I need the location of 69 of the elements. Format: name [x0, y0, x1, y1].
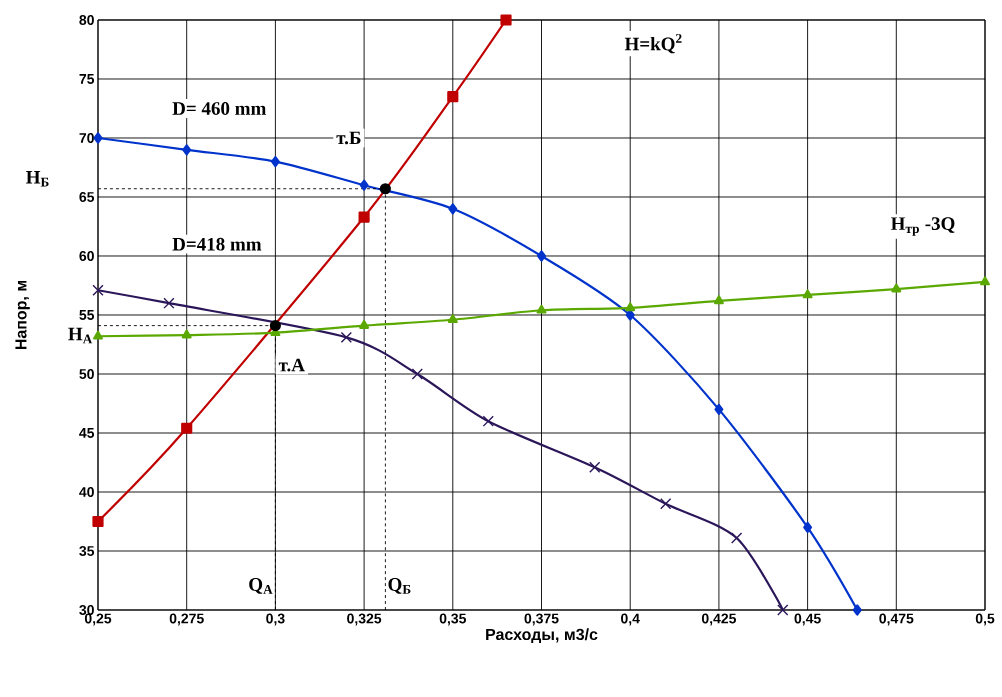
- point: [660, 498, 672, 510]
- point: [448, 203, 458, 215]
- point: [447, 91, 459, 103]
- point: [777, 604, 789, 616]
- y-tick-label: 50: [79, 369, 94, 379]
- point: [980, 276, 990, 286]
- y-axis-title: Напор, м: [15, 280, 30, 350]
- point: [359, 179, 369, 191]
- point: [625, 302, 636, 312]
- point: [891, 283, 902, 293]
- point: [589, 461, 601, 473]
- point: [447, 314, 458, 324]
- y-tick-label: 75: [79, 74, 95, 84]
- x-tick-label: 0,325: [347, 613, 382, 626]
- annotation: т.А: [278, 358, 305, 372]
- x-tick-label: 0,425: [701, 613, 737, 626]
- y-tick-label: 40: [79, 487, 94, 497]
- x-tick-label: 0,4: [621, 613, 640, 626]
- point: [359, 320, 370, 329]
- point: [181, 422, 193, 434]
- point: [802, 289, 813, 299]
- point: [181, 329, 192, 339]
- annotation: H=kQ$^{2}$: [624, 33, 682, 54]
- ref-line-label: Q$_{A}$: [249, 578, 273, 594]
- point: [358, 211, 370, 223]
- point: [182, 144, 192, 156]
- point: [713, 295, 724, 305]
- x-axis-title: Расходы, м3/с: [486, 628, 598, 644]
- y-tick-label: 35: [79, 546, 95, 556]
- y-tick-label: 55: [79, 310, 95, 320]
- ref-line-label: H$_{Б}$: [26, 171, 49, 187]
- point: [537, 250, 546, 262]
- point: [731, 532, 743, 544]
- y-tick-label: 45: [79, 428, 95, 438]
- x-tick-label: 0,5: [975, 613, 995, 626]
- x-tick-label: 0,25: [84, 613, 112, 626]
- point: [163, 297, 175, 309]
- y-tick-label: 60: [79, 251, 94, 261]
- annotation: D=418 mm: [172, 237, 262, 251]
- point: [93, 330, 103, 340]
- point: [536, 304, 547, 314]
- ref-line-label: Q$_{Б}$: [388, 578, 411, 594]
- point: [93, 132, 103, 144]
- y-tick-label: 70: [79, 133, 94, 143]
- x-tick-label: 0,45: [794, 613, 821, 626]
- x-tick-label: 0,475: [879, 613, 914, 626]
- y-tick-label: 65: [79, 192, 95, 202]
- point: [411, 368, 423, 380]
- x-tick-label: 0,35: [439, 613, 467, 626]
- y-tick-label: 80: [79, 15, 94, 25]
- annotation: H$_{тр}$ -3Q: [890, 217, 955, 236]
- point: [379, 183, 391, 195]
- point: [714, 403, 724, 415]
- point: [269, 320, 281, 332]
- y-tick-label: 30: [79, 605, 94, 615]
- x-tick-label: 0,275: [169, 613, 204, 626]
- point: [270, 156, 280, 168]
- ref-line-label: H$_{A}$: [68, 327, 93, 344]
- point: [92, 284, 104, 296]
- annotation: D= 460 mm: [172, 102, 267, 115]
- x-tick-label: 0,3: [266, 613, 285, 626]
- point: [852, 604, 862, 616]
- point: [500, 14, 512, 26]
- annotation: т.Б: [336, 131, 361, 145]
- point: [92, 515, 104, 528]
- point: [340, 331, 352, 344]
- point: [803, 521, 813, 533]
- x-tick-label: 0,375: [524, 613, 559, 626]
- point: [482, 415, 494, 427]
